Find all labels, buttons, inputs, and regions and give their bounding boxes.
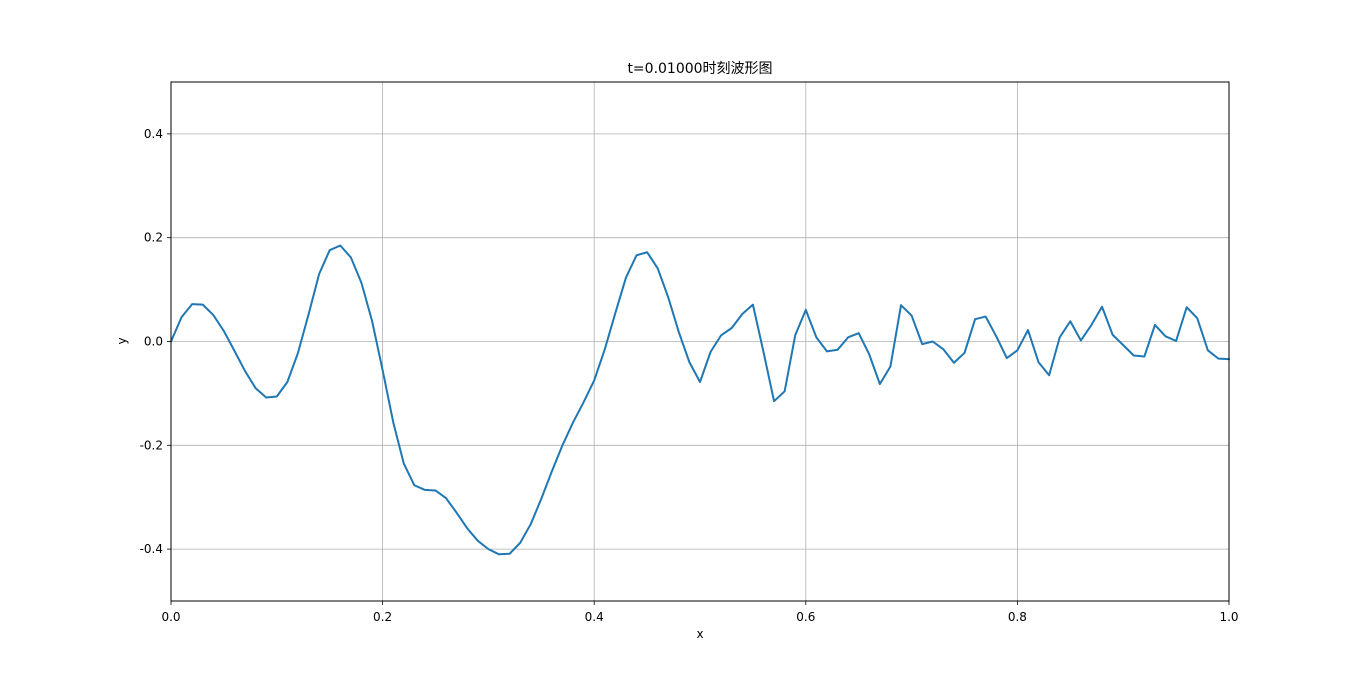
chart-title: t=0.01000时刻波形图 [627,61,772,77]
x-tick-label: 0.8 [1008,610,1027,624]
x-tick-label: 0.2 [373,610,392,624]
y-axis-label: y [115,337,129,344]
y-tick-label: -0.2 [140,438,163,452]
wave-series-line [170,244,1230,556]
y-tick-label: -0.4 [140,542,163,556]
y-tick-label: 0.0 [144,335,163,349]
plot-area [170,244,1230,556]
x-tick-label: 1.0 [1219,610,1238,624]
x-tick-label: 0.4 [585,610,604,624]
axis-ticks: 0.0 0.2 0.4 0.6 0.8 1.0 -0.4 -0.2 0.0 0.2 0.4 [140,127,1239,624]
x-tick-label: 0.0 [161,610,180,624]
x-tick-label: 0.6 [796,610,815,624]
grid-lines [170,82,1230,601]
y-tick-label: 0.4 [144,127,163,141]
y-tick-label: 0.2 [144,231,163,245]
x-axis-label: x [696,627,703,641]
